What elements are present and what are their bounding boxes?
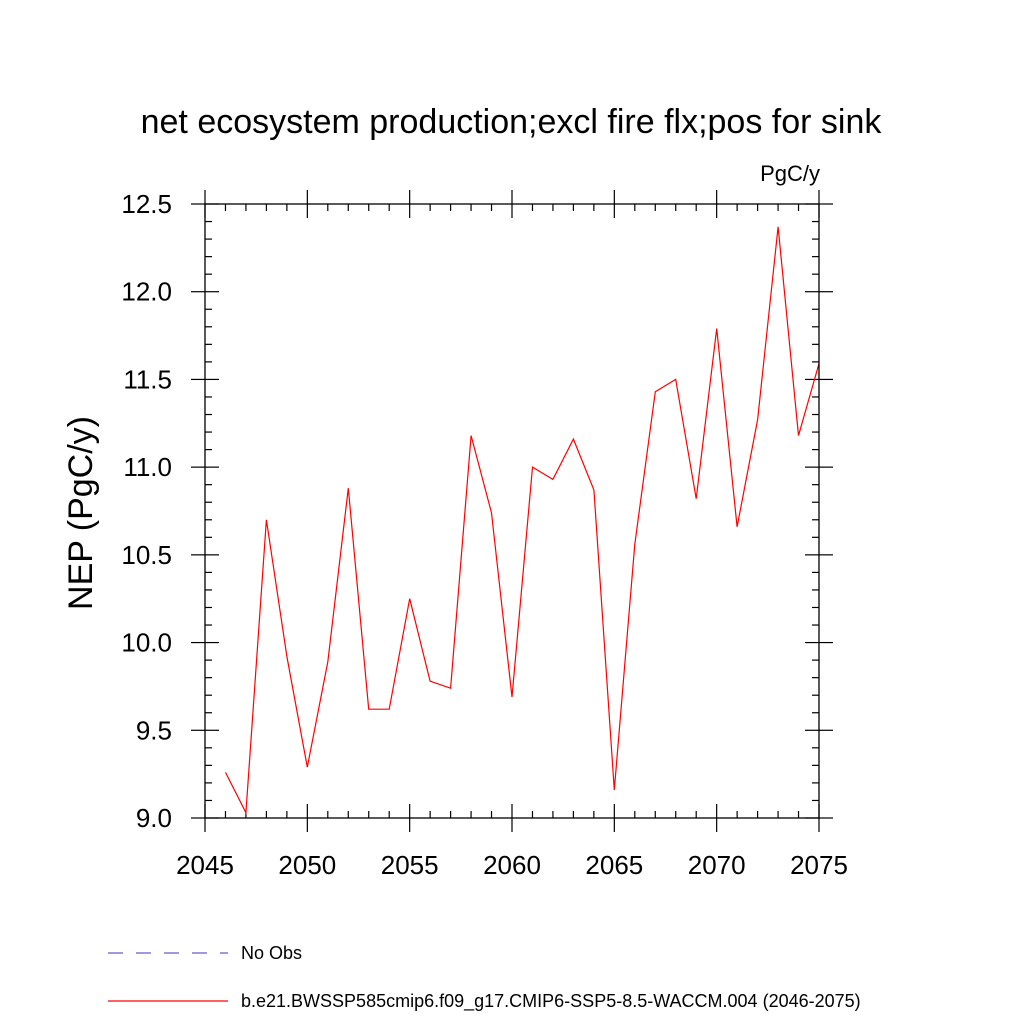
x-tick-label: 2070 (688, 850, 746, 880)
y-tick-label: 10.5 (121, 540, 172, 570)
x-tick-label: 2055 (381, 850, 439, 880)
y-tick-label: 9.5 (136, 715, 172, 745)
series-line-0 (224, 226, 820, 815)
y-axis-label: NEP (PgC/y) (62, 416, 100, 610)
x-tick-label: 2045 (176, 850, 234, 880)
y-tick-label: 11.0 (123, 452, 172, 482)
y-tick-label: 11.5 (123, 364, 172, 394)
x-tick-label: 2075 (790, 850, 848, 880)
x-tick-label: 2050 (278, 850, 336, 880)
legend-label-no-obs: No Obs (241, 943, 302, 963)
y-tick-label: 12.0 (121, 277, 172, 307)
units-label: PgC/y (760, 161, 820, 186)
y-tick-label: 9.0 (136, 803, 172, 833)
y-tick-label: 10.0 (121, 628, 172, 658)
y-tick-label: 12.5 (121, 189, 172, 219)
plot-area (224, 226, 820, 815)
legend: No Obs b.e21.BWSSP585cmip6.f09_g17.CMIP6… (108, 943, 861, 1012)
x-tick-label: 2060 (483, 850, 541, 880)
plot-frame (204, 203, 820, 819)
axis-ticks: 2045 2050 2055 2060 2065 2070 2075 9.0 9.5 10.0 10… (121, 189, 848, 880)
chart-title: net ecosystem production;excl fire flx;p… (141, 103, 883, 141)
x-tick-label: 2065 (585, 850, 643, 880)
legend-label-model-run: b.e21.BWSSP585cmip6.f09_g17.CMIP6-SSP5-8… (241, 991, 861, 1012)
